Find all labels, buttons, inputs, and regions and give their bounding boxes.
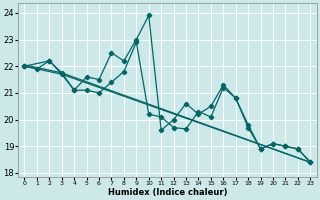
- X-axis label: Humidex (Indice chaleur): Humidex (Indice chaleur): [108, 188, 227, 197]
